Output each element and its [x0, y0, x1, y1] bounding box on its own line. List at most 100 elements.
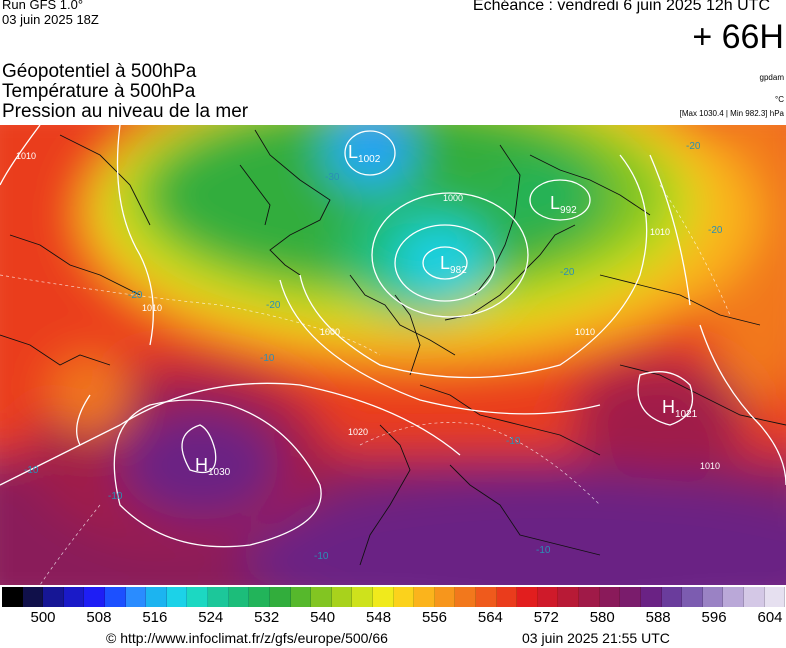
legend-tick-label: 580	[589, 609, 615, 626]
legend-swatch	[579, 587, 600, 607]
temperature-label: -30	[325, 172, 340, 183]
run-date: 03 juin 2025 18Z	[2, 12, 99, 27]
temperature-contours	[0, 184, 731, 585]
legend-swatch	[290, 587, 312, 607]
temperature-label: -10	[506, 436, 521, 447]
legend-swatch	[311, 587, 332, 607]
legend-swatch	[640, 587, 662, 607]
legend-tick-label: 548	[366, 609, 392, 626]
legend-swatch	[743, 587, 765, 607]
temperature-label: -10	[314, 551, 329, 562]
high-center-1030: H1030	[195, 455, 231, 478]
temperature-labels: -30 -20 -20 -20 -20 -10 -10 -10 -10 -10 …	[24, 141, 723, 562]
high-center-1021: H1021	[662, 397, 698, 420]
legend-swatch	[372, 587, 394, 607]
legend-swatch	[63, 587, 85, 607]
low-1002-value: 1002	[358, 154, 381, 165]
param-geopotential: Géopotentiel à 500hPa	[2, 61, 197, 82]
temperature-label: -20	[708, 225, 723, 236]
low-982-letter: L	[440, 253, 450, 273]
legend-swatch	[434, 587, 456, 607]
temperature-label: -10	[108, 491, 123, 502]
forecast-valid-time: Echéance : vendredi 6 juin 2025 12h UTC	[472, 0, 770, 14]
temperature-label: -20	[266, 300, 281, 311]
high-1021-letter: H	[662, 397, 675, 417]
temperature-label: -20	[128, 290, 143, 301]
isobar-label: 1010	[142, 303, 162, 313]
unit-celsius: °C	[775, 95, 784, 104]
legend-swatch	[105, 587, 126, 607]
legend-swatch	[352, 587, 373, 607]
temperature-label: -10	[260, 353, 275, 364]
legend-tick-label: 540	[310, 609, 336, 626]
legend-swatch	[146, 587, 167, 607]
isobars	[0, 125, 786, 548]
color-legend-bar	[2, 587, 786, 607]
weather-map: L1002 L992 L982 H1030 H1021 1010 1000 10…	[0, 125, 786, 585]
legend-tick-label: 572	[533, 609, 559, 626]
low-center-992: L992	[550, 193, 577, 216]
isobar-label: 1010	[16, 151, 36, 161]
temperature-label: -10	[24, 465, 39, 476]
legend-swatch	[228, 587, 250, 607]
low-1002-letter: L	[348, 142, 358, 162]
legend-swatch	[43, 587, 64, 607]
unit-pressure-range: [Max 1030.4 | Min 982.3] hPa	[679, 109, 784, 118]
legend-swatch	[125, 587, 147, 607]
legend-tick-label: 556	[421, 609, 447, 626]
legend-swatch	[455, 587, 477, 607]
legend-swatch	[702, 587, 724, 607]
isobar-labels: 1010 1000 1000 1010 1020 1010 1010 1010	[16, 151, 720, 471]
high-1030-value: 1030	[208, 467, 231, 478]
temperature-label: -20	[560, 267, 575, 278]
legend-swatch	[331, 587, 353, 607]
legend-swatch	[537, 587, 559, 607]
param-pressure: Pression au niveau de la mer	[2, 101, 249, 122]
legend-tick-label: 564	[477, 609, 503, 626]
legend-swatch	[764, 587, 786, 607]
legend-swatch	[187, 587, 209, 607]
legend-swatch	[84, 587, 106, 607]
color-legend-ticks: 500 508 516 524 532 540 548 556 564 572 580 588 596 6…	[0, 609, 786, 627]
legend-tick-label: 596	[701, 609, 727, 626]
param-temperature: Température à 500hPa	[2, 81, 196, 102]
legend-swatch	[599, 587, 621, 607]
temperature-label: -20	[686, 141, 701, 152]
legend-tick-label: 516	[142, 609, 168, 626]
legend-tick-label: 532	[254, 609, 280, 626]
legend-tick-label: 604	[757, 609, 783, 626]
high-1030-letter: H	[195, 455, 208, 475]
low-center-1002: L1002	[348, 142, 381, 165]
source-url-link[interactable]: © http://www.infoclimat.fr/z/gfs/europe/…	[106, 630, 388, 646]
legend-swatch	[414, 587, 435, 607]
lead-time: + 66H	[692, 18, 784, 56]
isobar-label: 1010	[700, 461, 720, 471]
legend-swatch	[2, 587, 23, 607]
legend-swatch	[249, 587, 270, 607]
legend-tick-label: 500	[30, 609, 56, 626]
isobar-label: 1010	[650, 227, 670, 237]
low-992-value: 992	[560, 205, 577, 216]
legend-tick-label: 524	[198, 609, 224, 626]
isobar-label: 1010	[575, 327, 595, 337]
coastlines	[0, 129, 786, 566]
low-992-letter: L	[550, 193, 560, 213]
generated-timestamp: 03 juin 2025 21:55 UTC	[522, 630, 670, 646]
high-1021-value: 1021	[675, 409, 698, 420]
legend-swatch	[682, 587, 703, 607]
legend-tick-label: 508	[86, 609, 112, 626]
legend-swatch	[723, 587, 744, 607]
legend-swatch	[208, 587, 229, 607]
legend-swatch	[22, 587, 44, 607]
temperature-label: -10	[536, 545, 551, 556]
isobar-label: 1000	[320, 327, 340, 337]
legend-swatch	[496, 587, 518, 607]
legend-swatch	[393, 587, 415, 607]
legend-swatch	[476, 587, 497, 607]
legend-tick-label: 588	[645, 609, 671, 626]
geopotential-field	[0, 125, 786, 585]
pressure-centers: L1002 L992 L982 H1030 H1021	[195, 142, 698, 478]
legend-swatch	[620, 587, 641, 607]
run-title: Run GFS 1.0°	[2, 0, 84, 12]
legend-swatch	[661, 587, 683, 607]
